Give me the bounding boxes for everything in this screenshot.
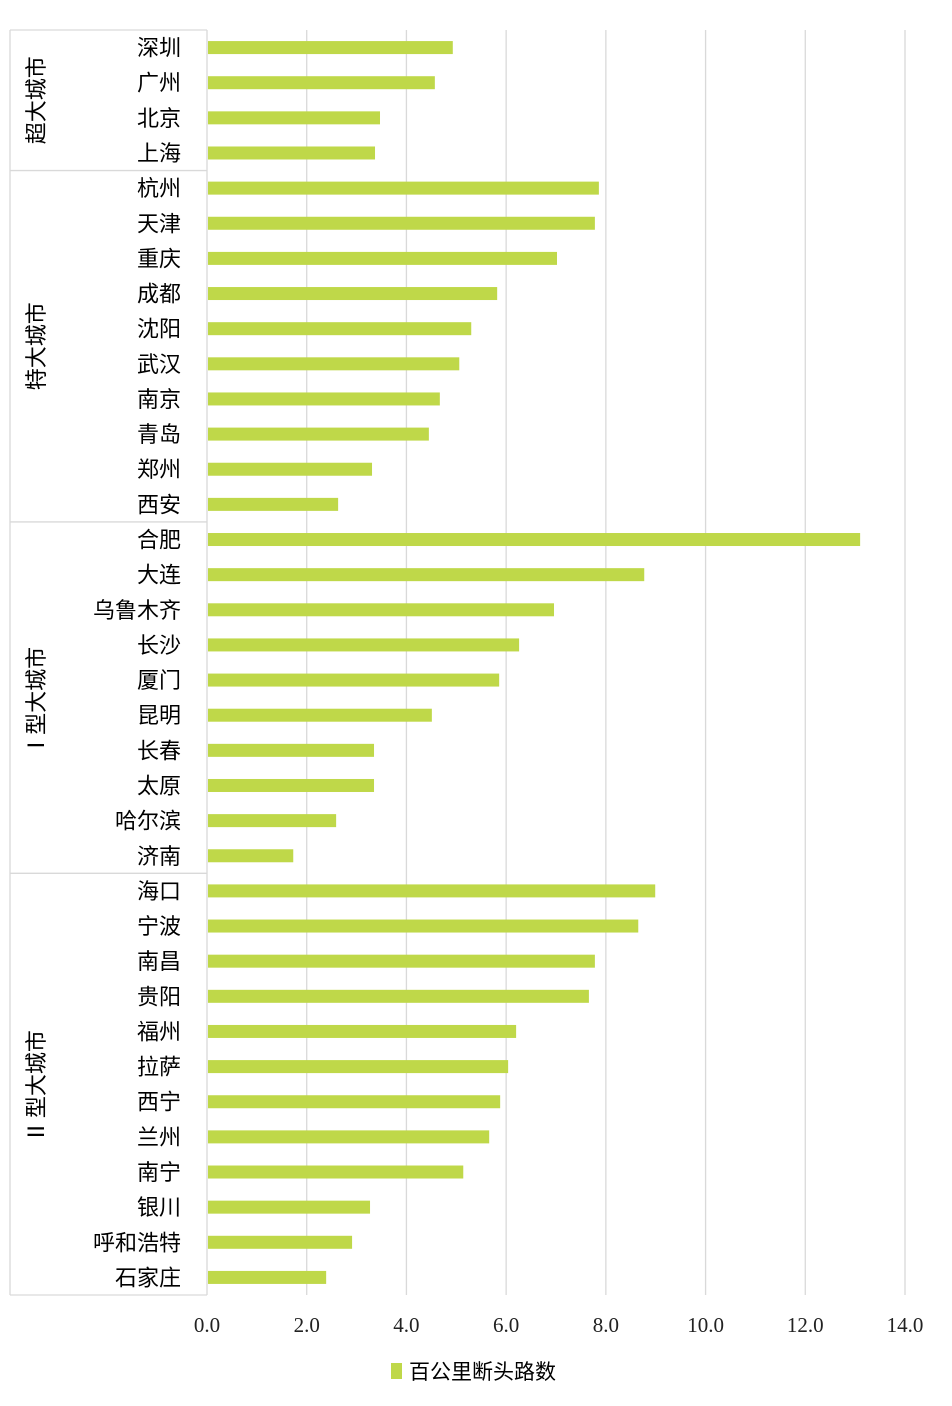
bar bbox=[208, 954, 595, 968]
bar bbox=[208, 603, 555, 617]
bar bbox=[208, 1165, 464, 1179]
x-tick-label: 14.0 bbox=[887, 1313, 924, 1337]
group-label: 超大城市 bbox=[25, 56, 50, 144]
category-label: 天津 bbox=[137, 212, 181, 237]
bar bbox=[208, 322, 472, 336]
category-label: 哈尔滨 bbox=[115, 810, 181, 835]
category-label: 成都 bbox=[137, 283, 181, 308]
category-label: 宁波 bbox=[137, 915, 181, 940]
category-label: 石家庄 bbox=[115, 1266, 181, 1291]
bar bbox=[208, 181, 599, 195]
category-label: 郑州 bbox=[137, 458, 181, 483]
category-label: 海口 bbox=[137, 880, 181, 905]
bar bbox=[208, 357, 460, 371]
x-tick-label: 0.0 bbox=[194, 1313, 220, 1337]
bar bbox=[208, 1200, 371, 1214]
category-label: 银川 bbox=[137, 1196, 181, 1221]
bar bbox=[208, 673, 500, 687]
bar bbox=[208, 568, 645, 582]
legend-label: 百公里断头路数 bbox=[409, 1360, 556, 1384]
x-tick-label: 4.0 bbox=[393, 1313, 419, 1337]
bar bbox=[208, 497, 339, 511]
x-tick-label: 2.0 bbox=[294, 1313, 320, 1337]
bar bbox=[208, 884, 656, 898]
bar bbox=[208, 287, 498, 301]
category-label: 南宁 bbox=[137, 1161, 181, 1186]
category-label: 呼和浩特 bbox=[93, 1231, 181, 1256]
category-label: 长沙 bbox=[137, 634, 181, 659]
category-label: 广州 bbox=[137, 72, 181, 97]
category-label: 青岛 bbox=[137, 423, 181, 448]
category-label: 拉萨 bbox=[137, 1056, 181, 1081]
group-label: II 型大城市 bbox=[25, 1030, 50, 1138]
bar bbox=[208, 814, 337, 828]
bar bbox=[208, 708, 432, 722]
bar bbox=[208, 111, 381, 125]
x-tick-label: 10.0 bbox=[687, 1313, 724, 1337]
category-label: 长春 bbox=[137, 739, 181, 764]
bar bbox=[208, 533, 861, 547]
group-label: I 型大城市 bbox=[25, 647, 50, 748]
legend-swatch bbox=[391, 1363, 402, 1379]
bar bbox=[208, 1024, 517, 1038]
bar bbox=[208, 778, 375, 792]
bar bbox=[208, 849, 294, 863]
category-label: 合肥 bbox=[137, 529, 181, 554]
category-label: 大连 bbox=[137, 564, 181, 589]
bar bbox=[208, 1060, 509, 1074]
category-label: 重庆 bbox=[137, 247, 181, 272]
bar bbox=[208, 743, 375, 757]
group-label: 特大城市 bbox=[25, 302, 50, 390]
x-tick-label: 8.0 bbox=[593, 1313, 619, 1337]
bar bbox=[208, 919, 639, 933]
category-label: 南昌 bbox=[137, 950, 181, 975]
category-label: 乌鲁木齐 bbox=[93, 599, 181, 624]
bar bbox=[208, 1095, 501, 1109]
category-label: 杭州 bbox=[137, 177, 181, 202]
bar bbox=[208, 76, 435, 90]
category-label: 太原 bbox=[137, 774, 181, 799]
x-tick-label: 6.0 bbox=[493, 1313, 519, 1337]
category-label: 福州 bbox=[137, 1020, 181, 1045]
bar bbox=[208, 41, 453, 55]
category-label: 沈阳 bbox=[137, 318, 181, 343]
category-label: 兰州 bbox=[137, 1126, 181, 1151]
bar bbox=[208, 989, 589, 1003]
category-label: 南京 bbox=[137, 388, 181, 413]
category-label: 西宁 bbox=[137, 1091, 181, 1116]
category-label: 武汉 bbox=[137, 353, 181, 378]
category-label: 昆明 bbox=[137, 704, 181, 729]
bar bbox=[208, 1235, 353, 1249]
bar bbox=[208, 638, 520, 652]
category-label: 贵阳 bbox=[137, 985, 181, 1010]
category-label: 北京 bbox=[137, 107, 181, 132]
category-label: 西安 bbox=[137, 493, 181, 518]
category-label: 济南 bbox=[137, 845, 181, 870]
bar bbox=[208, 462, 373, 476]
bar bbox=[208, 1270, 327, 1284]
bar bbox=[208, 427, 429, 441]
bar bbox=[208, 216, 595, 230]
bar bbox=[208, 251, 557, 265]
x-tick-label: 12.0 bbox=[787, 1313, 824, 1337]
category-label: 上海 bbox=[137, 142, 181, 167]
bar bbox=[208, 392, 440, 406]
category-label: 深圳 bbox=[137, 37, 181, 62]
bar bbox=[208, 1130, 490, 1144]
bar bbox=[208, 146, 376, 160]
category-label: 厦门 bbox=[137, 669, 181, 694]
